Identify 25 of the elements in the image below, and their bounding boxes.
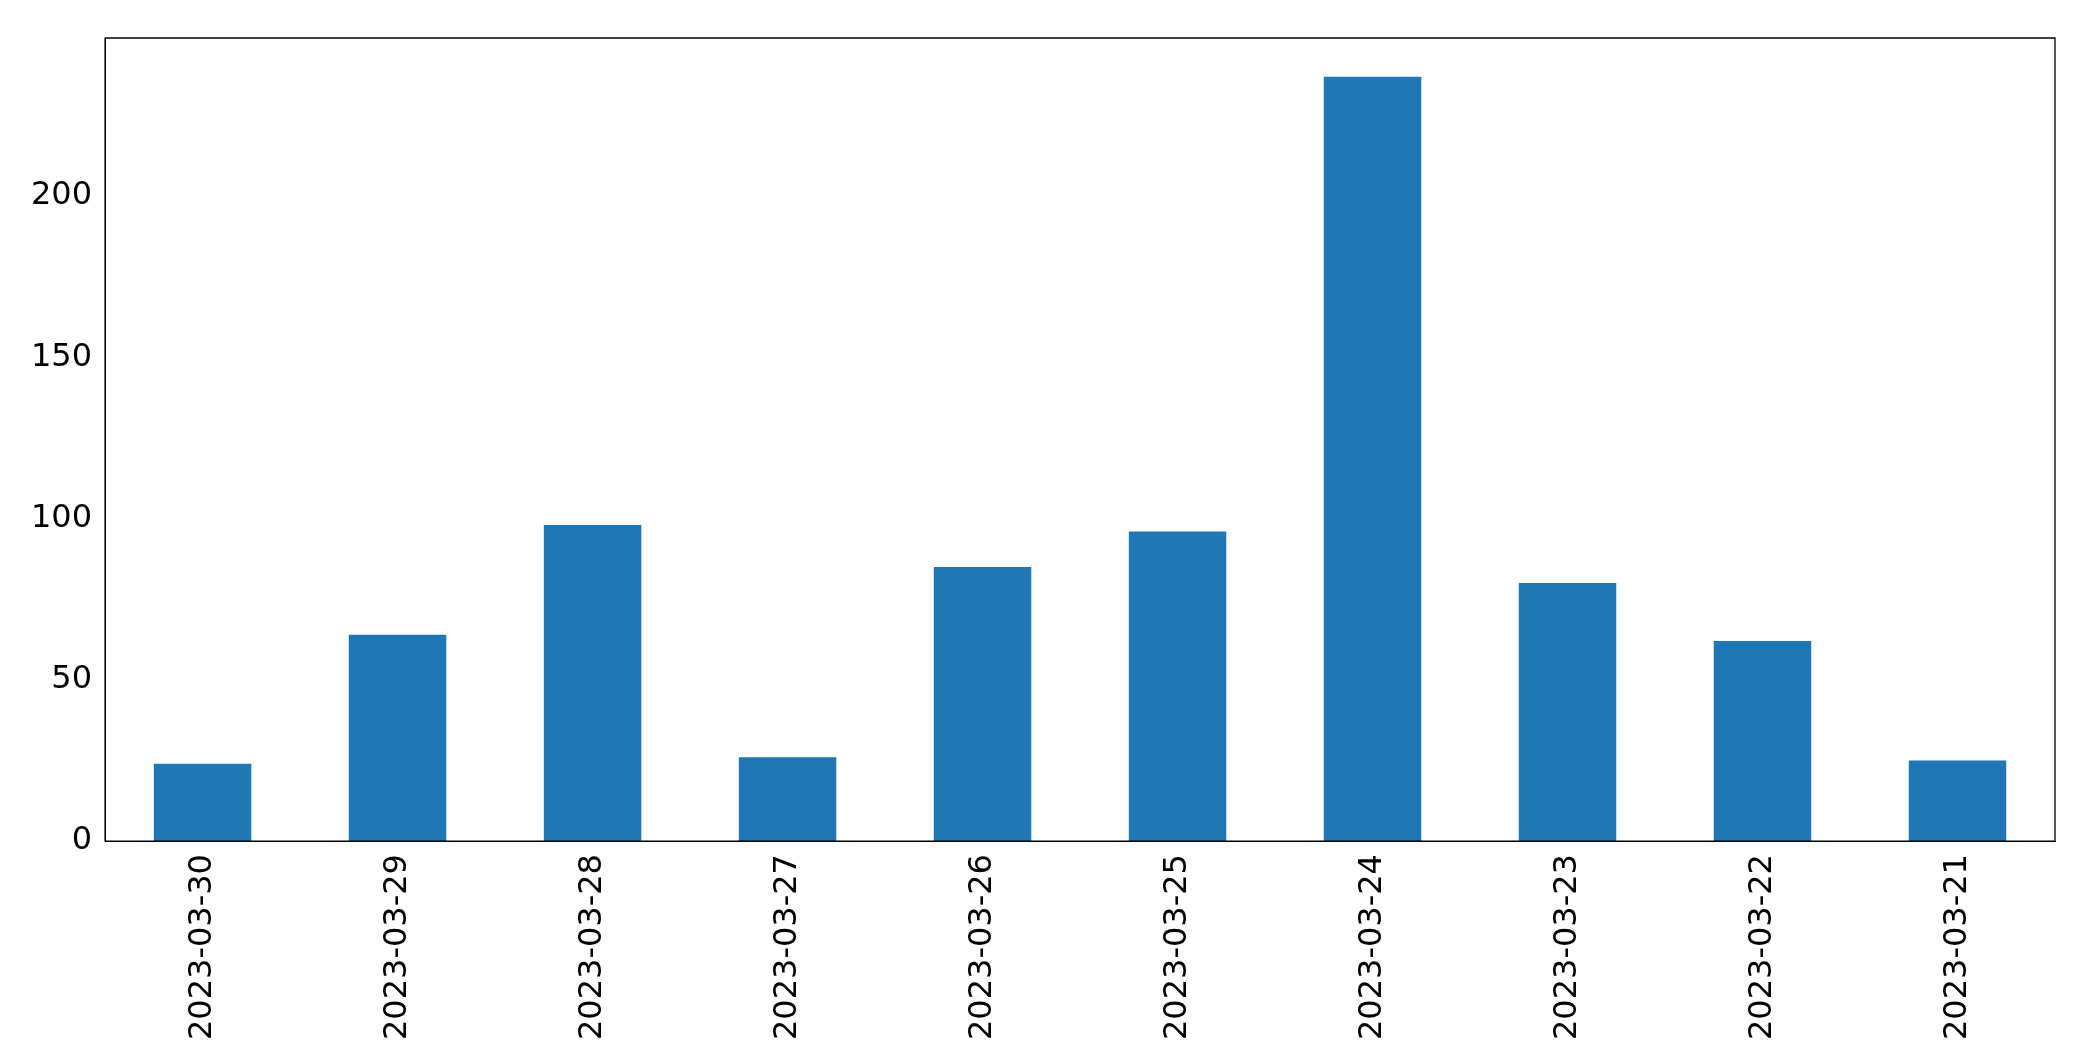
y-tick-label: 100 — [31, 496, 93, 535]
bar — [1713, 641, 1812, 842]
x-tick-label: 2023-03-21 — [1935, 854, 1974, 1040]
x-tick-label: 2023-03-28 — [570, 854, 609, 1040]
bar — [348, 634, 447, 842]
bar — [543, 524, 642, 842]
x-tick-label: 2023-03-30 — [180, 854, 219, 1040]
y-tick-label: 150 — [31, 335, 93, 374]
y-tick-label: 50 — [51, 658, 93, 697]
x-tick-label: 2023-03-24 — [1350, 854, 1389, 1040]
bar — [738, 757, 837, 842]
x-tick-label: 2023-03-26 — [960, 854, 999, 1040]
y-tick-label: 200 — [31, 174, 93, 213]
x-tick-label: 2023-03-25 — [1155, 854, 1194, 1040]
bar — [933, 566, 1032, 842]
bar — [1518, 583, 1617, 842]
y-tick-label: 0 — [71, 819, 93, 858]
x-tick-label: 2023-03-22 — [1740, 854, 1779, 1040]
bar — [1908, 760, 2007, 842]
x-tick-label: 2023-03-27 — [765, 854, 804, 1040]
bar — [1128, 531, 1227, 842]
x-tick-label: 2023-03-29 — [375, 854, 414, 1040]
bar — [1323, 76, 1422, 842]
x-tick-label: 2023-03-23 — [1545, 854, 1584, 1040]
bar — [153, 763, 252, 842]
